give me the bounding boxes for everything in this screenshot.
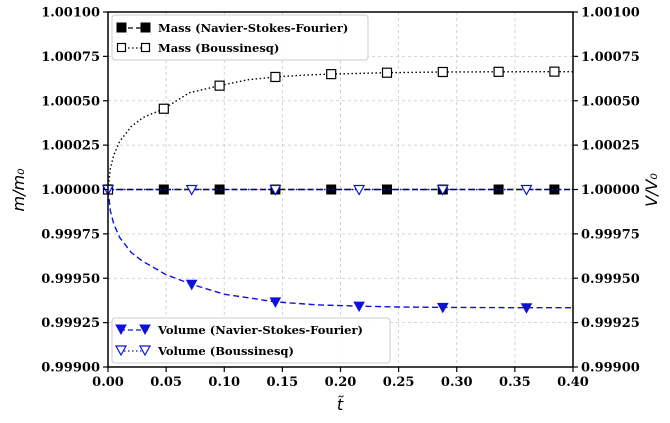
y-ticks-right: 0.99900 0.99925 0.99950 0.99975 1.00000 1.000…	[573, 6, 640, 376]
series-2	[102, 185, 573, 314]
y-tick-label-left: 1.00100	[41, 6, 100, 21]
legend-mass-box	[111, 14, 369, 61]
y-tick-label-left: 0.99900	[41, 361, 100, 376]
series-line	[107, 189, 573, 309]
y-axis-label-right: V/V₀	[642, 173, 661, 207]
data-point	[382, 184, 392, 195]
data-point	[520, 303, 533, 314]
x-axis-label: t̃	[337, 395, 345, 414]
series-0	[103, 184, 573, 195]
x-tick-label: 0.20	[325, 375, 357, 390]
data-point	[493, 184, 504, 195]
legend-volume-bous-marker	[114, 345, 128, 357]
legend-volume-nsf-label: Volume (Navier-Stokes-Fourier)	[157, 323, 363, 337]
y-tick-label-right: 1.00000	[581, 183, 640, 198]
legend-mass-nsf-marker-2	[140, 22, 151, 33]
y-ticks-left: 0.99900 0.99925 0.99950 0.99975 1.00000 1.000…	[41, 6, 108, 376]
legend-mass: Mass (Navier-Stokes-Fourier) Mass (Bouss…	[111, 14, 369, 61]
data-point	[520, 184, 533, 196]
legend-mass-bous-marker	[116, 42, 127, 53]
data-point	[436, 302, 449, 314]
y-tick-label-right: 1.00050	[581, 94, 640, 109]
series-layer	[101, 66, 573, 314]
x-tick-label: 0.05	[150, 375, 182, 390]
data-point	[326, 69, 337, 80]
legend-volume-nsf-marker-2	[139, 324, 151, 336]
legend-mass-nsf-marker	[116, 22, 127, 33]
data-point	[270, 71, 281, 83]
data-point	[436, 184, 449, 196]
data-point	[549, 66, 560, 77]
y-tick-label-right: 0.99975	[581, 227, 640, 242]
y-tick-label-right: 0.99950	[581, 272, 640, 287]
y-tick-label-left: 1.00000	[41, 183, 100, 198]
data-point	[269, 184, 282, 196]
data-point	[185, 184, 198, 196]
y-tick-label-right: 1.00025	[581, 139, 640, 154]
data-point	[326, 184, 337, 195]
legend-mass-nsf-label: Mass (Navier-Stokes-Fourier)	[158, 21, 348, 35]
legend-volume-bous-label: Volume (Boussinesq)	[157, 344, 294, 358]
data-point	[214, 80, 225, 91]
data-point	[549, 184, 560, 195]
x-tick-label: 0.10	[208, 375, 240, 390]
data-point	[269, 297, 282, 308]
x-ticks: 0.00 0.05 0.10 0.15 0.20 0.25 0.30 0.35 0.40	[92, 367, 589, 390]
data-point	[158, 103, 169, 114]
y-tick-label-left: 1.00050	[41, 94, 100, 109]
y-tick-label-right: 1.00075	[581, 50, 640, 65]
series-1	[102, 66, 573, 195]
data-point	[353, 301, 365, 313]
data-point	[353, 184, 366, 196]
data-point	[493, 66, 504, 77]
y-tick-label-left: 0.99975	[41, 227, 100, 242]
y-axis-label-left: m/m₀	[9, 168, 28, 212]
y-tick-label-right: 1.00100	[581, 6, 640, 21]
legend-volume-bous-marker-2	[138, 345, 152, 357]
x-tick-label: 0.30	[441, 375, 473, 390]
legend-volume-nsf-marker	[115, 324, 127, 336]
x-tick-label: 0.25	[383, 375, 415, 390]
y-tick-label-left: 1.00075	[41, 50, 100, 65]
legend-mass-bous-marker-2	[140, 42, 151, 53]
y-tick-label-right: 0.99925	[581, 316, 640, 331]
legend-volume-box	[111, 317, 391, 364]
y-tick-label-right: 0.99900	[581, 361, 640, 376]
x-tick-label: 0.15	[267, 375, 299, 390]
legend-volume: Volume (Navier-Stokes-Fourier) Volume (B…	[111, 317, 391, 364]
y-tick-label-left: 1.00025	[41, 139, 100, 154]
data-point	[381, 67, 393, 78]
y-tick-label-left: 0.99950	[41, 272, 100, 287]
data-point	[185, 279, 198, 291]
x-tick-label: 0.35	[499, 375, 531, 390]
y-tick-label-left: 0.99925	[41, 316, 100, 331]
data-point	[437, 66, 448, 78]
series-line	[107, 70, 573, 190]
x-tick-label: 0.00	[92, 375, 124, 390]
x-tick-label: 0.40	[557, 375, 589, 390]
legend-mass-bous-label: Mass (Boussinesq)	[158, 41, 279, 55]
